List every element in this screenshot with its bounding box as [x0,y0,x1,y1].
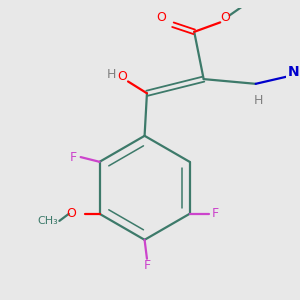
Text: O: O [117,70,127,83]
Text: O: O [220,11,230,24]
Text: H: H [253,94,263,107]
Text: O: O [66,207,76,220]
Text: O: O [156,11,166,24]
Text: H: H [107,68,116,81]
Text: N: N [288,65,299,79]
Text: F: F [212,207,219,220]
Text: F: F [70,151,77,164]
Text: F: F [143,259,151,272]
Text: CH₃: CH₃ [37,216,58,226]
